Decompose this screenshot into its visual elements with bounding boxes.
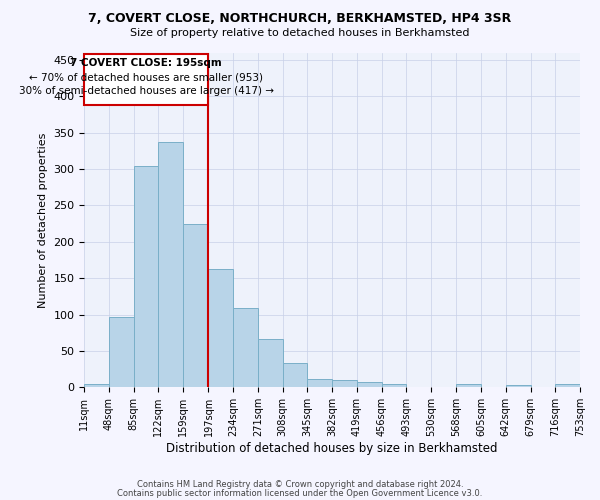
Bar — [258, 338, 283, 388]
Bar — [84, 384, 109, 388]
Text: Contains public sector information licensed under the Open Government Licence v3: Contains public sector information licen… — [118, 488, 482, 498]
Text: 7 COVERT CLOSE: 195sqm: 7 COVERT CLOSE: 195sqm — [70, 58, 222, 68]
Bar — [457, 384, 481, 388]
Bar — [134, 166, 158, 388]
Bar — [406, 386, 431, 388]
Bar — [332, 380, 357, 388]
Bar — [233, 308, 258, 388]
Text: 30% of semi-detached houses are larger (417) →: 30% of semi-detached houses are larger (… — [19, 86, 274, 96]
Y-axis label: Number of detached properties: Number of detached properties — [38, 132, 48, 308]
Text: Size of property relative to detached houses in Berkhamsted: Size of property relative to detached ho… — [130, 28, 470, 38]
Bar — [109, 316, 134, 388]
Bar — [208, 268, 233, 388]
Bar — [158, 142, 183, 388]
Bar — [283, 362, 307, 388]
Text: ← 70% of detached houses are smaller (953): ← 70% of detached houses are smaller (95… — [29, 72, 263, 82]
Text: Contains HM Land Registry data © Crown copyright and database right 2024.: Contains HM Land Registry data © Crown c… — [137, 480, 463, 489]
Bar — [307, 378, 332, 388]
Text: 7, COVERT CLOSE, NORTHCHURCH, BERKHAMSTED, HP4 3SR: 7, COVERT CLOSE, NORTHCHURCH, BERKHAMSTE… — [88, 12, 512, 26]
Bar — [357, 382, 382, 388]
Bar — [183, 224, 208, 388]
FancyBboxPatch shape — [84, 54, 208, 105]
Bar — [555, 384, 580, 388]
Bar — [382, 384, 406, 388]
Bar — [506, 385, 530, 388]
X-axis label: Distribution of detached houses by size in Berkhamsted: Distribution of detached houses by size … — [166, 442, 498, 455]
